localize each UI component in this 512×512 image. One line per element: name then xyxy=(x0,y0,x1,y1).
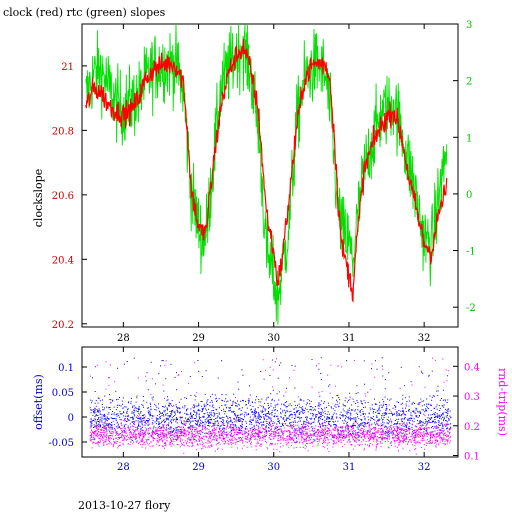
chart-title: clock (red) rtc (green) slopes xyxy=(3,6,166,19)
bottom-left-tick-label: 0.05 xyxy=(52,388,74,399)
top-x-tick-label: 29 xyxy=(192,333,205,344)
bottom-plot: 28 29 30 31 32 -0.05 0 0.05 0.1 0.1 0.2 0.3 0.4 offs… xyxy=(32,346,509,473)
bottom-left-tick-label: -0.05 xyxy=(48,438,74,449)
bottom-x-tick-label: 31 xyxy=(343,462,356,473)
top-right-tick-label: 3 xyxy=(466,20,472,31)
top-right-tick-label: 2 xyxy=(466,77,472,88)
bottom-left-axis-label: offset(ms) xyxy=(32,374,45,430)
top-plot: 28 29 30 31 32 20.2 20.4 20.6 20.8 21 -2 -1 0 1 2 3 clo… xyxy=(32,20,476,344)
series-line-rtc xyxy=(85,23,448,325)
top-left-tick-label: 21 xyxy=(61,62,74,73)
series-dots-rnd-trip xyxy=(89,357,452,455)
top-plot-series xyxy=(85,23,448,325)
top-left-tick-label: 20.8 xyxy=(52,126,74,137)
bottom-x-tick-label: 28 xyxy=(117,462,130,473)
top-left-tick-label: 20.2 xyxy=(52,320,74,331)
series-line-clock xyxy=(85,38,448,303)
bottom-plot-axes: 28 29 30 31 32 -0.05 0 0.05 0.1 0.1 0.2 0.3 0.4 xyxy=(48,347,480,473)
bottom-x-tick-label: 30 xyxy=(267,462,280,473)
top-right-tick-label: -2 xyxy=(466,303,476,314)
top-left-axis-label: clockslope xyxy=(32,169,45,227)
series-points-rnd-trip xyxy=(89,357,452,455)
bottom-plot-frame xyxy=(81,346,459,458)
bottom-left-tick-label: 0.1 xyxy=(58,363,74,374)
bottom-x-tick-label: 29 xyxy=(192,462,205,473)
top-plot-axes: 28 29 30 31 32 20.2 20.4 20.6 20.8 21 -2 -1 0 1 2 3 xyxy=(52,20,476,344)
bottom-plot-series xyxy=(89,357,452,455)
top-x-tick-label: 28 xyxy=(117,333,130,344)
bottom-right-tick-label: 0.4 xyxy=(464,362,480,373)
bottom-left-tick-label: 0 xyxy=(68,413,74,424)
bottom-right-axis-label: rnd-trip(ms) xyxy=(496,368,509,436)
bottom-right-tick-label: 0.2 xyxy=(464,422,480,433)
top-right-tick-label: 1 xyxy=(466,133,472,144)
top-x-tick-label: 30 xyxy=(267,333,280,344)
top-right-tick-label: -1 xyxy=(466,247,476,258)
top-x-tick-label: 32 xyxy=(418,333,431,344)
bottom-x-tick-label: 32 xyxy=(418,462,431,473)
top-x-tick-label: 31 xyxy=(343,333,356,344)
top-left-tick-label: 20.6 xyxy=(52,191,74,202)
top-right-tick-label: 0 xyxy=(466,190,472,201)
top-plot-frame xyxy=(81,23,459,328)
top-left-tick-label: 20.4 xyxy=(52,255,74,266)
footer-caption: 2013-10-27 flory xyxy=(78,499,171,512)
bottom-right-tick-label: 0.1 xyxy=(464,452,480,463)
bottom-right-tick-label: 0.3 xyxy=(464,392,480,403)
